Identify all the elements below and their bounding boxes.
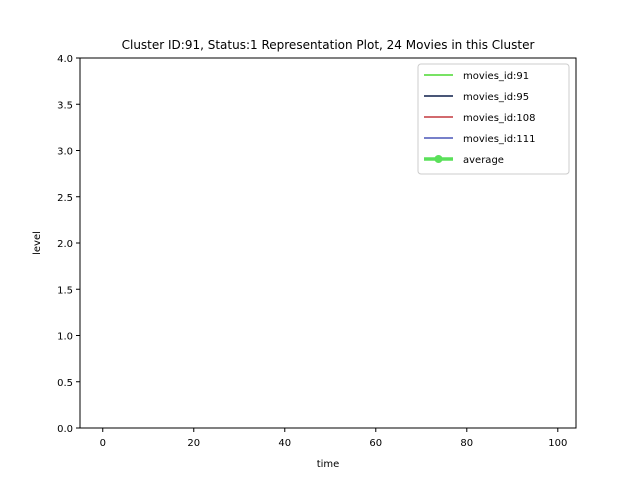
- y-tick-label: 0.0: [57, 424, 73, 435]
- legend-frame: [417, 63, 570, 175]
- y-tick-label: 4.0: [57, 54, 73, 65]
- y-tick-label: 2.0: [57, 239, 73, 250]
- x-tick-label: 20: [187, 438, 200, 449]
- x-tick-label: 100: [548, 438, 567, 449]
- legend-label: movies_id:95: [463, 92, 529, 103]
- y-axis: 0.0 0.5 1.0 1.5 2.0 2.5 3.0 3.5 4.0: [57, 54, 80, 435]
- y-tick-label: 3.5: [57, 100, 73, 111]
- legend-label: movies_id:111: [463, 134, 536, 145]
- x-tick-label: 60: [369, 438, 382, 449]
- y-tick-label: 1.0: [57, 332, 73, 343]
- legend-label: movies_id:108: [463, 113, 536, 124]
- legend: movies_id:91 movies_id:95 movies_id:108mov…: [417, 63, 570, 175]
- legend-label: average: [463, 155, 504, 166]
- x-tick-label: 0: [100, 438, 106, 449]
- x-tick-label: 40: [278, 438, 291, 449]
- legend-label: movies_id:91: [463, 71, 529, 82]
- y-tick-label: 2.5: [57, 193, 73, 204]
- y-tick-label: 3.0: [57, 147, 73, 158]
- chart-title: Cluster ID:91, Status:1 Representation P…: [122, 38, 535, 52]
- legend-marker: [434, 155, 443, 163]
- x-tick-label: 80: [460, 438, 473, 449]
- y-tick-label: 1.5: [57, 285, 73, 296]
- x-axis: 0 20 40 60 80 100: [100, 428, 567, 449]
- y-tick-label: 0.5: [57, 378, 73, 389]
- x-axis-label: time: [317, 459, 340, 470]
- y-axis-label: level: [32, 231, 43, 255]
